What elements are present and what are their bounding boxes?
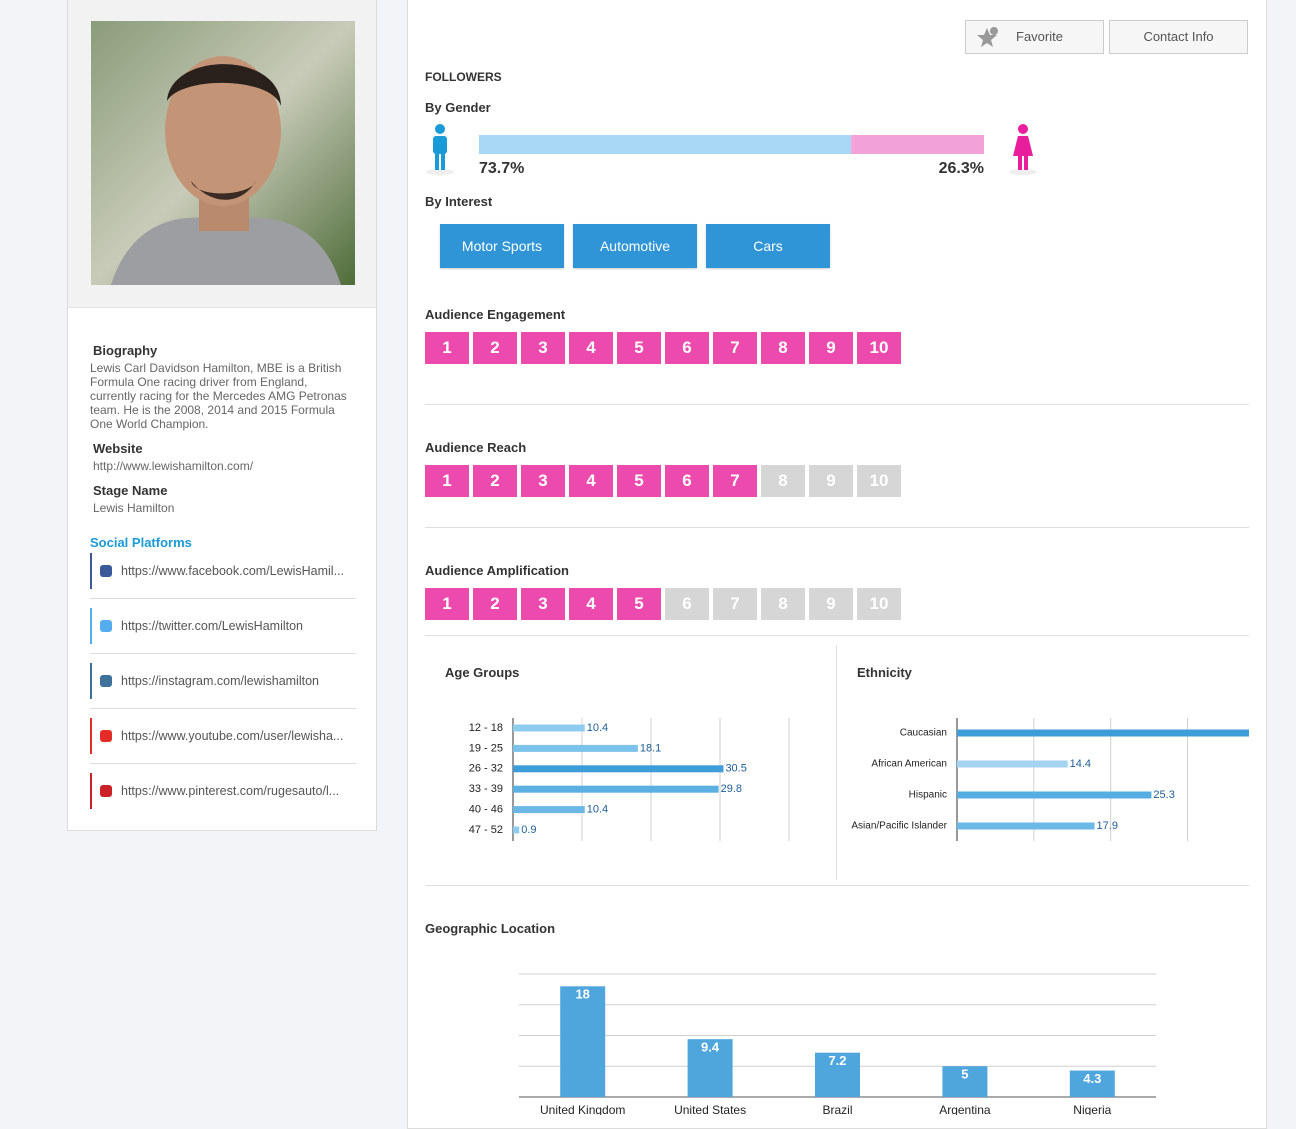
metric-box: 10 — [857, 465, 901, 497]
metric-box: 6 — [665, 465, 709, 497]
social-separator — [90, 598, 356, 599]
social-separator — [90, 653, 356, 654]
followers-title: FOLLOWERS — [425, 70, 502, 84]
interest-label: By Interest — [425, 194, 493, 209]
metric-box: 2 — [473, 332, 517, 364]
separator — [425, 885, 1249, 886]
profile-card: Biography Lewis Carl Davidson Hamilton, … — [67, 0, 377, 831]
social-link[interactable]: https://www.facebook.com/LewisHamil... — [121, 564, 344, 578]
metric-title: Audience Reach — [425, 440, 527, 455]
interest-tag[interactable]: Motor Sports — [440, 224, 564, 268]
social-icon — [100, 565, 112, 577]
metric-box: 8 — [761, 332, 805, 364]
social-accent — [90, 553, 92, 589]
metric-box: 10 — [857, 588, 901, 620]
separator — [425, 635, 1249, 636]
metric-title: Audience Engagement — [425, 307, 566, 322]
social-link[interactable]: https://instagram.com/lewishamilton — [121, 674, 319, 688]
interest-tag[interactable]: Automotive — [573, 224, 697, 268]
metric-box: 3 — [521, 465, 565, 497]
metric-box: 1 — [425, 588, 469, 620]
metric-box: 3 — [521, 588, 565, 620]
divider — [836, 645, 837, 880]
male-label: 73.7% — [479, 160, 525, 177]
age-title: Age Groups — [445, 665, 520, 680]
metric-title: Audience Amplification — [425, 563, 569, 578]
metric-box: 5 — [617, 332, 661, 364]
metric-box: 9 — [809, 465, 853, 497]
social-accent — [90, 663, 92, 699]
metric-box: 4 — [569, 588, 613, 620]
stage-name-value: Lewis Hamilton — [93, 501, 175, 515]
value-label: 42.4 — [1285, 727, 1296, 739]
female-label: 26.3% — [938, 160, 984, 177]
metric-box: 3 — [521, 332, 565, 364]
metric-box: 9 — [809, 332, 853, 364]
metric-box: 8 — [761, 588, 805, 620]
metric-box: 8 — [761, 465, 805, 497]
social-separator — [90, 708, 356, 709]
geo-title: Geographic Location — [425, 921, 556, 936]
social-link[interactable]: https://twitter.com/LewisHamilton — [121, 619, 304, 633]
social-accent — [90, 773, 92, 809]
metric-box: 7 — [713, 465, 757, 497]
metric-box: 2 — [473, 465, 517, 497]
social-icon — [100, 675, 112, 687]
social-accent — [90, 608, 92, 644]
metric-box: 7 — [713, 332, 757, 364]
stats-card — [407, 0, 1267, 1129]
metric-box: 7 — [713, 588, 757, 620]
metric-box: 4 — [569, 465, 613, 497]
metric-box: 9 — [809, 588, 853, 620]
social-label: Social Platforms — [90, 535, 192, 550]
social-link[interactable]: https://www.pinterest.com/rugesauto/l... — [121, 784, 340, 798]
interest-tag[interactable]: Cars — [706, 224, 830, 268]
metric-box: 5 — [617, 465, 661, 497]
metric-box: 1 — [425, 332, 469, 364]
metric-box: 1 — [425, 465, 469, 497]
social-icon — [100, 785, 112, 797]
stage-name-label: Stage Name — [93, 483, 168, 498]
metric-box: 4 — [569, 332, 613, 364]
website-value[interactable]: http://www.lewishamilton.com/ — [93, 459, 254, 473]
social-link[interactable]: https://www.youtube.com/user/lewisha... — [121, 729, 344, 743]
metric-box: 6 — [665, 332, 709, 364]
social-icon — [100, 730, 112, 742]
metric-box: 2 — [473, 588, 517, 620]
social-icon — [100, 620, 112, 632]
ethnicity-title: Ethnicity — [857, 665, 912, 680]
favorite-button[interactable]: Favorite — [965, 20, 1104, 54]
social-separator — [90, 763, 356, 764]
metric-box: 10 — [857, 332, 901, 364]
biography-label: Biography — [93, 343, 158, 358]
separator — [425, 404, 1249, 405]
metric-box: 5 — [617, 588, 661, 620]
profile-photo — [91, 21, 355, 285]
social-accent — [90, 718, 92, 754]
metric-box: 6 — [665, 588, 709, 620]
gender-label: By Gender — [425, 100, 491, 115]
biography-text: Lewis Carl Davidson Hamilton, MBE is a B… — [90, 361, 347, 431]
website-label: Website — [93, 441, 143, 456]
separator — [425, 527, 1249, 528]
contact-button[interactable]: Contact Info — [1109, 20, 1248, 54]
